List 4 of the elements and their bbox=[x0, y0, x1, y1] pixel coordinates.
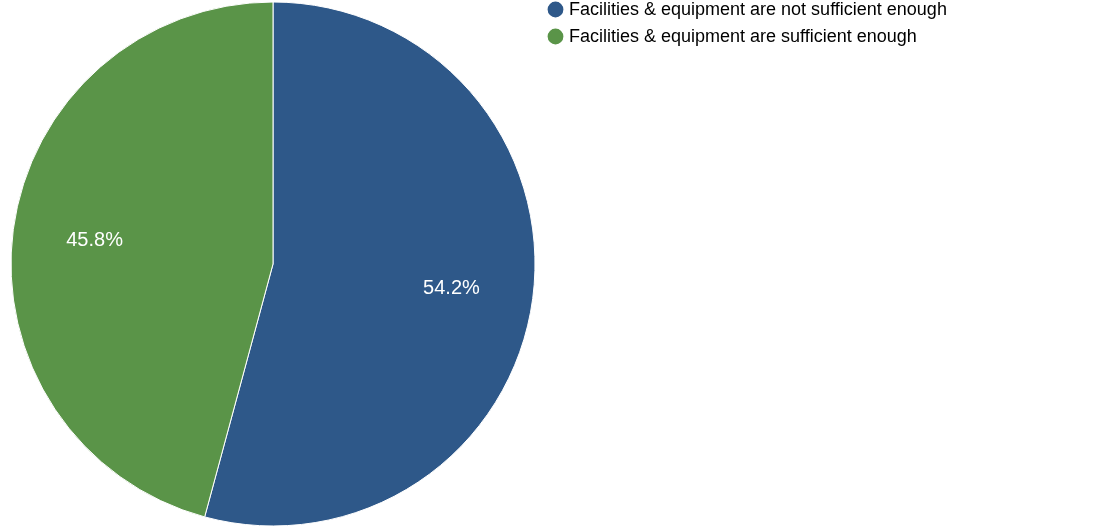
legend-label: Facilities & equipment are sufficient enough bbox=[569, 25, 917, 46]
data-label: 54.2% bbox=[423, 275, 480, 298]
legend-label: Facilities & equipment are not sufficient enough bbox=[569, 0, 947, 19]
data-label: 45.8% bbox=[66, 228, 124, 251]
